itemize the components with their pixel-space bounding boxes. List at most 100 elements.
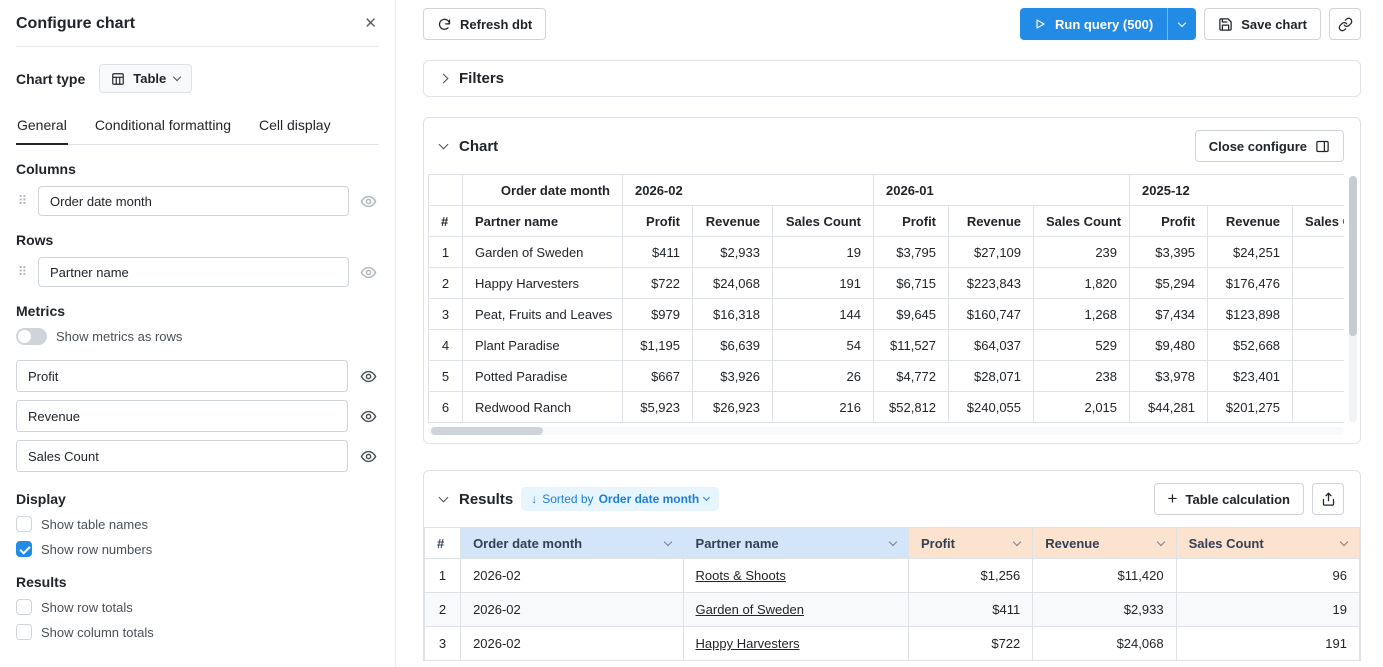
partner-name-cell: Garden of Sweden: [462, 236, 623, 268]
value-cell: $3,795: [873, 236, 950, 268]
value-cell: $3,926: [692, 360, 773, 392]
run-query-split-button: Run query (500): [1019, 8, 1197, 40]
close-icon[interactable]: ✕: [364, 15, 377, 32]
pivot-header-sales-count: Sales Count: [1033, 205, 1131, 237]
results-collapse-toggle[interactable]: Results: [438, 491, 513, 508]
chart-type-label: Chart type: [16, 70, 86, 87]
save-chart-button[interactable]: Save chart: [1204, 8, 1321, 40]
col-header-revenue[interactable]: Revenue: [1032, 527, 1177, 559]
metric-field-row: Revenue: [16, 400, 379, 432]
checkbox-icon[interactable]: [16, 624, 32, 640]
pivot-header-revenue: Revenue: [948, 205, 1035, 237]
partner-name-cell: Roots & Shoots: [682, 558, 910, 593]
value-cell: $26,923: [692, 391, 773, 423]
col-header-partner-name[interactable]: Partner name: [682, 527, 910, 559]
config-tabs: General Conditional formatting Cell disp…: [16, 108, 379, 145]
eye-icon[interactable]: [358, 366, 379, 387]
metric-field-input[interactable]: Profit: [16, 360, 348, 392]
chart-type-select[interactable]: Table: [99, 64, 193, 93]
checkbox-show-table-names[interactable]: Show table names: [16, 516, 379, 532]
tab-conditional-formatting[interactable]: Conditional formatting: [94, 117, 231, 133]
metric-field-input[interactable]: Sales Count: [16, 440, 348, 472]
link-icon: [1338, 17, 1352, 31]
profit-cell: $411: [907, 592, 1034, 627]
value-cell: [1292, 391, 1344, 423]
eye-icon[interactable]: [358, 446, 379, 467]
checkbox-label: Show row numbers: [41, 541, 153, 557]
value-cell: $201,275: [1207, 391, 1294, 423]
value-cell: 1,820: [1033, 267, 1131, 299]
value-cell: 26: [771, 360, 875, 392]
metrics-as-rows-toggle[interactable]: [16, 328, 47, 345]
profit-cell: $1,256: [907, 558, 1034, 593]
pivot-header-sales-count: Sales Count: [771, 205, 875, 237]
pivot-corner-cell: [428, 174, 463, 206]
eye-icon[interactable]: [358, 262, 379, 283]
checkbox-show-row-totals[interactable]: Show row totals: [16, 599, 379, 615]
results-table-row: 3 2026-02 Happy Harvesters $722 $24,068 …: [423, 626, 1361, 661]
refresh-icon: [438, 18, 451, 30]
checkbox-icon[interactable]: [16, 599, 32, 615]
pivot-table-row: 2 Happy Harvesters $722 $24,068 191 $6,7…: [428, 267, 1344, 299]
value-cell: $23,401: [1207, 360, 1294, 392]
value-cell: $52,668: [1207, 329, 1294, 361]
metric-field-row: Sales Count: [16, 440, 379, 472]
tab-general[interactable]: General: [16, 108, 68, 145]
row-number: 5: [428, 360, 463, 392]
partner-name-link[interactable]: Roots & Shoots: [695, 568, 786, 583]
checkbox-show-column-totals[interactable]: Show column totals: [16, 624, 379, 640]
metric-field-row: Profit: [16, 360, 379, 392]
pivot-table-row: 5 Potted Paradise $667 $3,926 26 $4,772 …: [428, 360, 1344, 392]
chart-collapse-toggle[interactable]: Chart: [438, 138, 498, 155]
table-calculation-button[interactable]: + Table calculation: [1153, 483, 1304, 515]
share-icon: [1322, 492, 1334, 506]
checkbox-icon[interactable]: [16, 541, 32, 557]
value-cell: $44,281: [1129, 391, 1209, 423]
col-header-sales-count[interactable]: Sales Count: [1175, 527, 1361, 559]
partner-name-link[interactable]: Garden of Sweden: [695, 602, 804, 617]
col-header-profit[interactable]: Profit: [907, 527, 1034, 559]
sorted-by-badge[interactable]: ↓ Sorted by Order date month: [521, 487, 720, 511]
pivot-header-revenue: Revenue: [1207, 205, 1294, 237]
pivot-table-area: Order date month 2026-02 2026-01 2025-12…: [424, 174, 1360, 443]
export-results-button[interactable]: [1312, 483, 1344, 515]
partner-name-link[interactable]: Happy Harvesters: [695, 636, 800, 651]
columns-field-input[interactable]: Order date month: [38, 186, 349, 216]
save-icon: [1219, 17, 1232, 31]
checkbox-label: Show column totals: [41, 624, 154, 640]
checkbox-show-row-numbers[interactable]: Show row numbers: [16, 541, 379, 557]
pivot-group-header-row: Order date month 2026-02 2026-01 2025-12: [428, 174, 1344, 206]
filters-collapse-toggle[interactable]: Filters: [438, 70, 504, 87]
share-link-button[interactable]: [1329, 8, 1361, 40]
vertical-scrollbar-thumb[interactable]: [1349, 176, 1357, 336]
table-icon: [112, 72, 125, 85]
horizontal-scrollbar-thumb[interactable]: [431, 427, 543, 435]
checkbox-icon[interactable]: [16, 516, 32, 532]
value-cell: $6,639: [692, 329, 773, 361]
value-cell: 54: [771, 329, 875, 361]
metric-field-input[interactable]: Revenue: [16, 400, 348, 432]
sort-arrow-icon: ↓: [531, 492, 538, 506]
col-header-order-date-month[interactable]: Order date month: [460, 527, 684, 559]
value-cell: 216: [771, 391, 875, 423]
close-configure-button[interactable]: Close configure: [1194, 130, 1344, 162]
drag-handle-icon[interactable]: ⠿: [17, 193, 28, 208]
value-cell: $52,812: [873, 391, 950, 423]
run-query-button[interactable]: Run query (500): [1019, 8, 1168, 40]
pivot-group-label: Order date month: [462, 174, 623, 206]
eye-icon[interactable]: [358, 406, 379, 427]
sales-count-cell: 191: [1175, 626, 1361, 661]
drag-handle-icon[interactable]: ⠿: [17, 264, 28, 279]
refresh-dbt-label: Refresh dbt: [460, 16, 533, 32]
refresh-dbt-button[interactable]: Refresh dbt: [423, 8, 547, 40]
partner-name-cell: Peat, Fruits and Leaves: [462, 298, 623, 330]
run-query-dropdown-button[interactable]: [1167, 8, 1197, 40]
chevron-down-icon: [663, 537, 672, 546]
columns-label: Columns: [16, 161, 76, 177]
run-query-label: Run query (500): [1054, 16, 1154, 32]
eye-icon[interactable]: [358, 191, 379, 212]
tab-cell-display[interactable]: Cell display: [259, 117, 331, 133]
results-options-label: Results: [16, 574, 67, 590]
rows-field-input[interactable]: Partner name: [38, 257, 349, 287]
